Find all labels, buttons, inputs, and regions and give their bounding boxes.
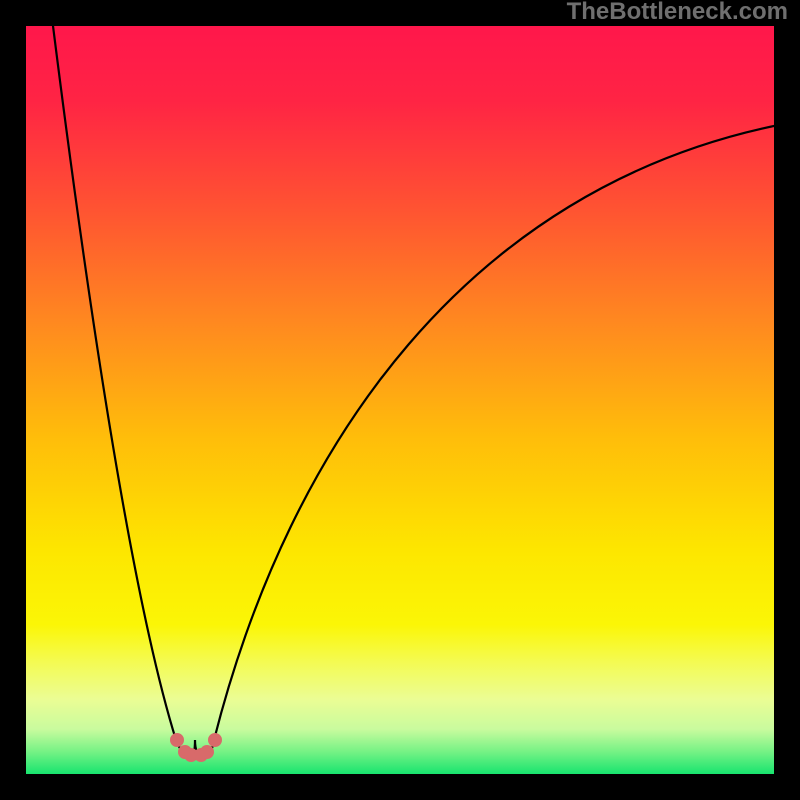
plot-area xyxy=(26,26,774,774)
marker-dot xyxy=(201,746,214,759)
marker-dot xyxy=(209,734,222,747)
marker-dot xyxy=(171,734,184,747)
chart-svg xyxy=(0,0,800,800)
bottleneck-chart: TheBottleneck.com xyxy=(0,0,800,800)
watermark-text: TheBottleneck.com xyxy=(567,0,788,24)
